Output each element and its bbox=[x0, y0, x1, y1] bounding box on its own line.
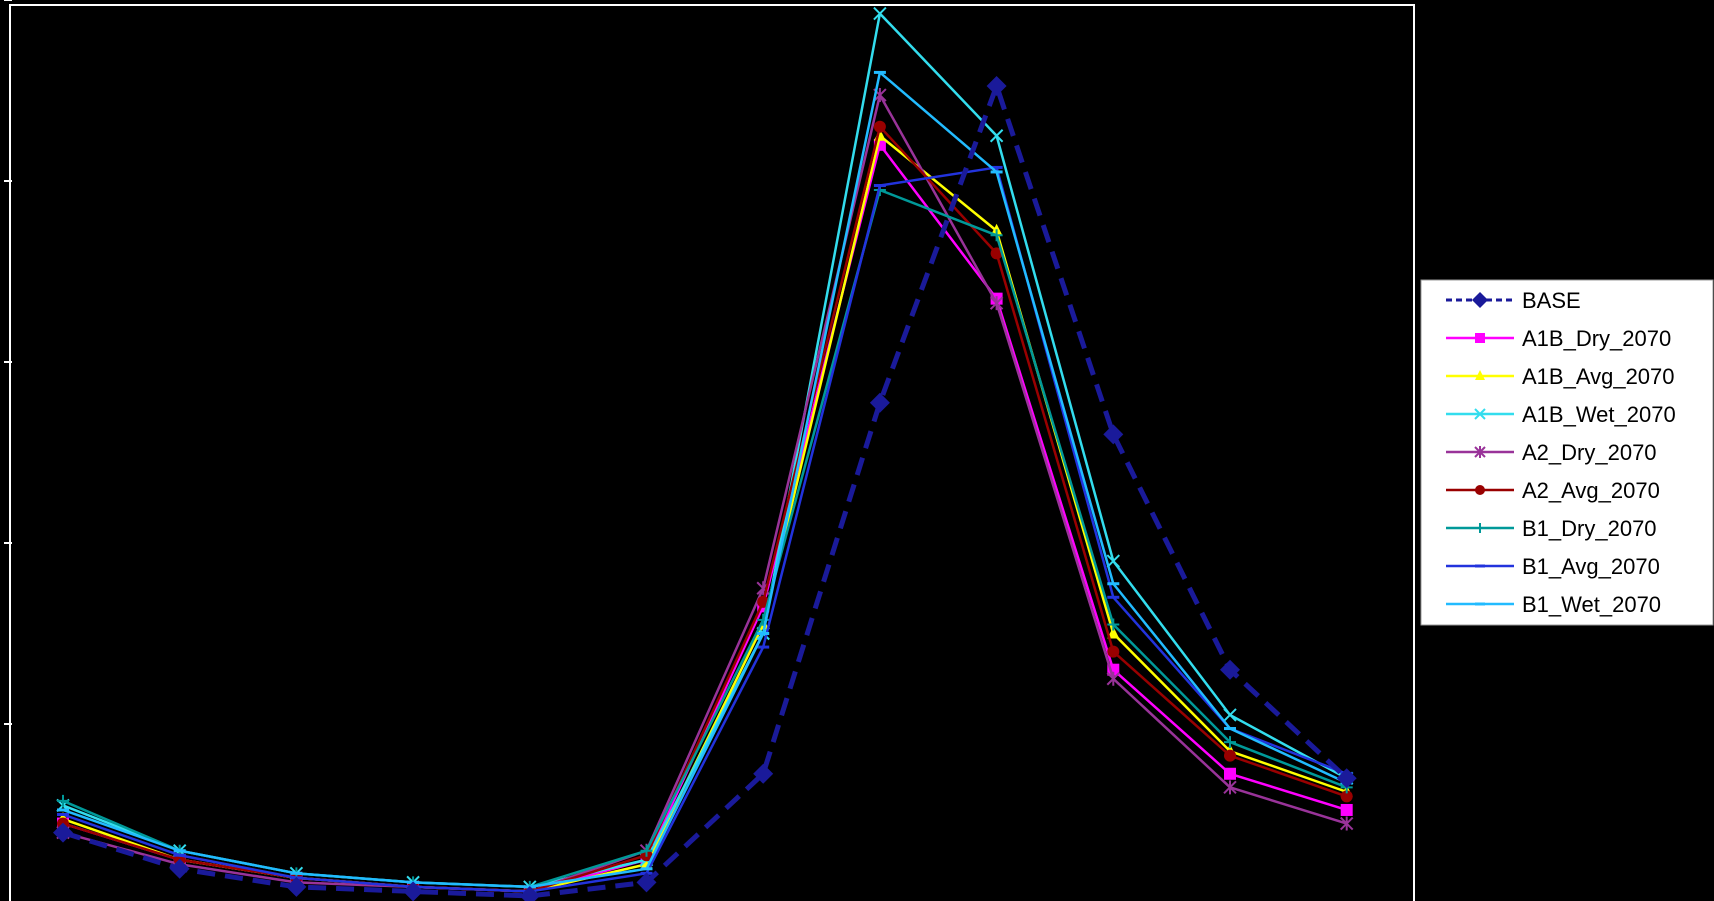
point-B1_Dry_2070-11 bbox=[1224, 736, 1236, 749]
point-BASE-3 bbox=[286, 876, 307, 897]
point-A2_Avg_2070-9 bbox=[990, 247, 1003, 260]
point-BASE-5 bbox=[519, 885, 540, 901]
legend-marker-B1_Dry_2070 bbox=[1475, 523, 1485, 533]
series-layer bbox=[53, 6, 1357, 901]
legend-marker-A2_Avg_2070 bbox=[1475, 485, 1485, 495]
point-BASE-8 bbox=[869, 392, 890, 413]
point-B1_Dry_2070-1 bbox=[57, 794, 69, 807]
series-B1_Wet_2070 bbox=[57, 70, 1353, 889]
legend-entry-B1_Wet_2070: B1_Wet_2070 bbox=[1446, 592, 1661, 617]
point-A2_Dry_2070-11 bbox=[1223, 780, 1237, 795]
legend: BASE A1B_Dry_2070 A1B_Avg_2070 A1B_Wet_2070… bbox=[1420, 279, 1714, 626]
series-B1_Dry_2070 bbox=[57, 184, 1353, 893]
point-A2_Avg_2070-10 bbox=[1107, 645, 1120, 658]
legend-entry-BASE: BASE bbox=[1446, 288, 1581, 313]
series-line-B1_Dry_2070 bbox=[62, 188, 1348, 889]
series-A1B_Dry_2070 bbox=[57, 138, 1353, 898]
point-B1_Dry_2070-9 bbox=[990, 229, 1003, 242]
series-line-A2_Dry_2070 bbox=[62, 93, 1348, 893]
point-BASE-7 bbox=[753, 763, 774, 784]
legend-label: B1_Avg_2070 bbox=[1522, 554, 1660, 579]
point-BASE-6 bbox=[636, 872, 657, 893]
point-BASE-2 bbox=[169, 858, 190, 879]
point-BASE-4 bbox=[403, 881, 424, 901]
point-BASE-11 bbox=[1220, 659, 1240, 680]
point-A1B_Wet_2070-8 bbox=[873, 6, 887, 21]
series-line-BASE bbox=[62, 83, 1349, 899]
series-line-A1B_Wet_2070 bbox=[62, 12, 1348, 889]
series-BASE bbox=[53, 75, 1357, 901]
point-A1B_Avg_2070-10 bbox=[1107, 626, 1120, 639]
point-BASE-10 bbox=[1103, 424, 1124, 445]
legend-entry-A2_Avg_2070: A2_Avg_2070 bbox=[1446, 478, 1660, 503]
legend-label: A1B_Wet_2070 bbox=[1522, 402, 1676, 427]
point-A2_Dry_2070-12 bbox=[1339, 816, 1354, 831]
legend-label: A1B_Dry_2070 bbox=[1522, 326, 1671, 351]
legend-marker-A1B_Dry_2070 bbox=[1475, 333, 1485, 343]
series-line-A2_Avg_2070 bbox=[62, 125, 1348, 893]
point-A2_Dry_2070-10 bbox=[1106, 671, 1121, 686]
plot-area-border bbox=[9, 4, 1415, 901]
series-A1B_Avg_2070 bbox=[57, 128, 1353, 897]
legend-label: BASE bbox=[1522, 288, 1581, 313]
point-BASE-12 bbox=[1336, 768, 1357, 789]
legend-marker-BASE bbox=[1472, 292, 1488, 308]
legend-entry-A1B_Wet_2070: A1B_Wet_2070 bbox=[1446, 402, 1676, 427]
legend-label: B1_Dry_2070 bbox=[1522, 516, 1657, 541]
point-B1_Dry_2070-10 bbox=[1107, 618, 1120, 631]
point-BASE-9 bbox=[986, 75, 1007, 96]
y-axis-ticks bbox=[4, 0, 12, 725]
legend-entry-B1_Dry_2070: B1_Dry_2070 bbox=[1446, 516, 1657, 541]
legend-label: B1_Wet_2070 bbox=[1522, 592, 1661, 617]
legend-entry-B1_Avg_2070: B1_Avg_2070 bbox=[1446, 554, 1660, 579]
point-A2_Avg_2070-12 bbox=[1340, 790, 1353, 803]
series-line-B1_Wet_2070 bbox=[62, 71, 1348, 889]
legend-entry-A1B_Dry_2070: A1B_Dry_2070 bbox=[1446, 326, 1671, 351]
legend-label: A2_Avg_2070 bbox=[1522, 478, 1660, 503]
point-A2_Avg_2070-11 bbox=[1224, 749, 1236, 762]
series-A2_Avg_2070 bbox=[57, 120, 1353, 898]
series-line-B1_Avg_2070 bbox=[62, 166, 1348, 893]
point-A1B_Wet_2070-9 bbox=[989, 129, 1004, 143]
point-BASE-1 bbox=[53, 822, 73, 843]
legend-marker-A1B_Avg_2070 bbox=[1475, 370, 1485, 380]
series-A2_Dry_2070 bbox=[56, 88, 1354, 899]
legend-label: A2_Dry_2070 bbox=[1522, 440, 1657, 465]
point-A1B_Dry_2070-11 bbox=[1224, 767, 1236, 780]
legend-entry-A2_Dry_2070: A2_Dry_2070 bbox=[1446, 440, 1657, 465]
point-A2_Avg_2070-8 bbox=[873, 120, 886, 133]
point-B1_Dry_2070-6 bbox=[640, 844, 653, 857]
point-A1B_Wet_2070-11 bbox=[1223, 708, 1237, 722]
legend-marker-A1B_Wet_2070 bbox=[1474, 408, 1486, 420]
legend-entry-A1B_Avg_2070: A1B_Avg_2070 bbox=[1446, 364, 1675, 389]
point-A2_Dry_2070-9 bbox=[989, 296, 1004, 311]
legend-marker-A2_Dry_2070 bbox=[1474, 446, 1486, 458]
point-A1B_Dry_2070-12 bbox=[1340, 803, 1353, 816]
legend-label: A1B_Avg_2070 bbox=[1522, 364, 1675, 389]
